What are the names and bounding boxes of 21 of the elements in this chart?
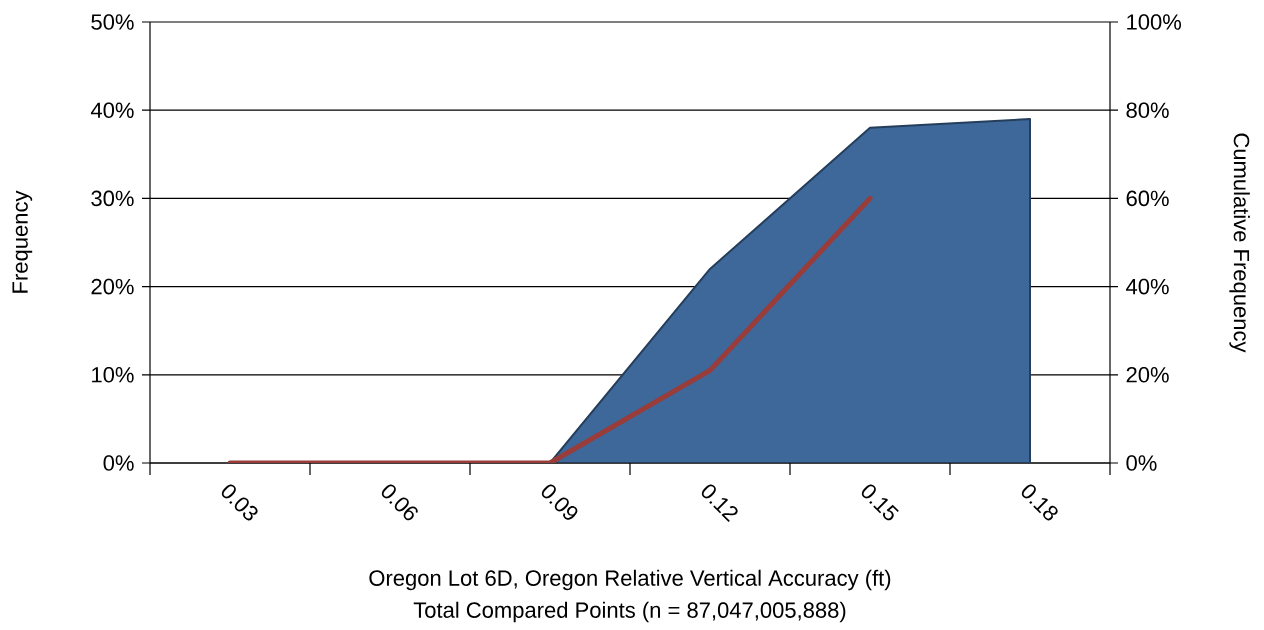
- y2-tick-label: 60%: [1126, 190, 1169, 207]
- y2-tick-label: 20%: [1126, 367, 1169, 383]
- y2-tick-label: 80%: [1126, 102, 1169, 119]
- x-tick-label: 0.03: [221, 484, 258, 521]
- x-tick-label: 0.18: [1021, 484, 1058, 521]
- y-tick-label: 0%: [103, 455, 134, 471]
- x-axis-title: Oregon Lot 6D, Oregon Relative Vertical Accuracy (ft): [369, 569, 891, 591]
- y2-tick-label: 40%: [1126, 279, 1169, 295]
- y-axis-title: Frequency: [12, 190, 33, 293]
- y-tick-label: 40%: [90, 102, 134, 119]
- y2-tick-label: 100%: [1127, 14, 1182, 30]
- text: Total Compared Points (n = 87,047,005,888): [413, 601, 846, 623]
- y-tick-label: 20%: [91, 279, 134, 295]
- y2-tick-label: 0%: [1126, 455, 1157, 471]
- x-tick-label: 0.15: [861, 484, 899, 521]
- y-tick-label: 50%: [91, 14, 134, 30]
- y-tick-label: 10%: [92, 367, 134, 383]
- x-tick-label: 0.06: [381, 484, 418, 521]
- y-tick-label: 30%: [91, 190, 134, 207]
- x-tick-label: 0.09: [541, 484, 578, 521]
- y2-axis-title: Cumulative Frequency: [1229, 133, 1250, 353]
